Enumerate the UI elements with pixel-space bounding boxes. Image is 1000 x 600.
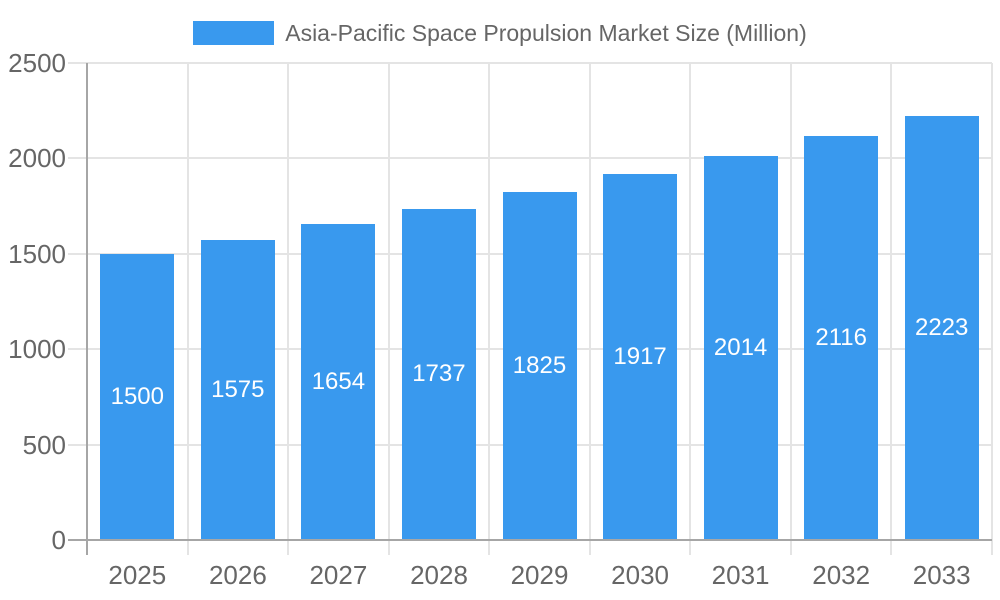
bar-2031[interactable] [703, 155, 778, 540]
gridline-vertical [991, 63, 993, 555]
bar-2026[interactable] [200, 239, 275, 540]
y-axis-tick-label: 1000 [8, 334, 66, 365]
legend-swatch [193, 21, 275, 45]
x-axis-tick-label: 2032 [812, 560, 871, 590]
x-axis-tick-label: 2028 [410, 560, 468, 590]
x-axis-tick-label: 2031 [711, 560, 770, 590]
x-axis-tick-label: 2027 [309, 560, 368, 590]
y-axis-line [86, 63, 88, 555]
y-axis-tick-label: 2500 [8, 48, 66, 78]
legend-item[interactable]: Asia-Pacific Space Propulsion Market Siz… [0, 20, 1000, 46]
gridline-vertical [488, 63, 491, 555]
y-axis-tick-label: 2000 [8, 143, 66, 174]
y-axis-tick-label: 0 [51, 525, 66, 555]
bar-2029[interactable] [502, 191, 577, 540]
gridline-vertical [689, 63, 692, 555]
gridline-vertical [186, 63, 189, 555]
y-axis-tick-label: 1500 [8, 238, 66, 269]
x-axis-tick-label: 2026 [208, 560, 267, 590]
bar-2032[interactable] [804, 136, 879, 540]
bar-2025[interactable] [100, 253, 175, 540]
bar-2033[interactable] [904, 115, 979, 540]
gridline-vertical [287, 63, 290, 555]
gridline-vertical [789, 63, 792, 555]
bar-2027[interactable] [301, 224, 376, 540]
gridline-vertical [387, 63, 390, 555]
x-axis-tick-label: 2030 [611, 560, 670, 590]
gridline-vertical [890, 63, 893, 555]
gridline-horizontal [68, 62, 992, 64]
y-axis-tick-label: 500 [22, 429, 66, 460]
x-axis-tick-label: 2025 [108, 560, 167, 590]
bar-2030[interactable] [603, 174, 678, 540]
legend-label: Asia-Pacific Space Propulsion Market Siz… [285, 20, 807, 46]
x-axis-tick-label: 2033 [912, 560, 971, 590]
bar-2028[interactable] [401, 208, 476, 540]
x-axis-tick-label: 2029 [510, 560, 569, 590]
gridline-vertical [588, 63, 591, 555]
